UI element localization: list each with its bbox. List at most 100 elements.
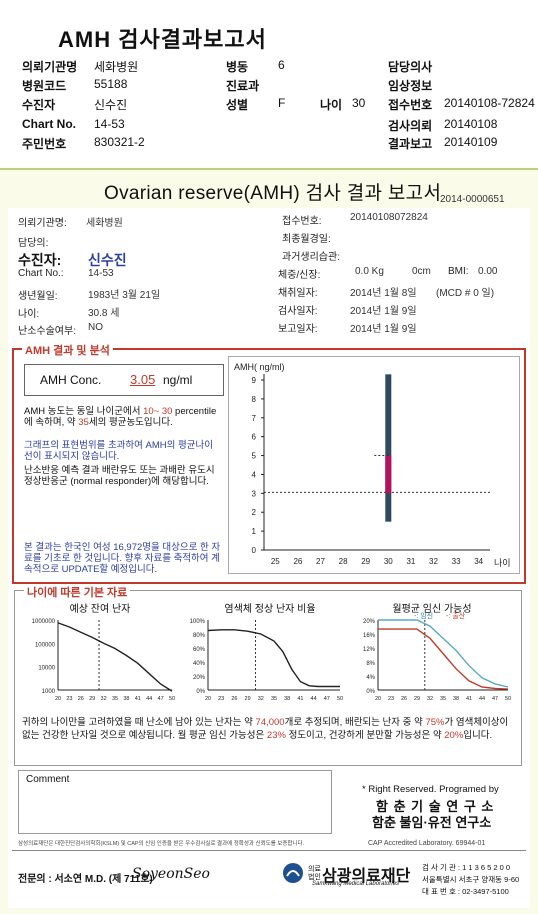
ref-chart-3-y-tick-label: 12% (363, 647, 376, 653)
amh-chart-x-tick-label: 33 (452, 557, 461, 566)
amh-chart-y-tick-label: 2 (252, 508, 257, 517)
footer-divider (12, 850, 526, 851)
header-label: 의뢰기관명 (22, 60, 78, 74)
amh-chart-y-tick-label: 4 (252, 470, 257, 479)
ref-chart-1-x-tick-label: 20 (55, 696, 61, 702)
header-label: 수진자 (22, 98, 56, 112)
chart2-title: 염색체 정상 난자 비율 (224, 604, 316, 615)
amh-chart-ylabel: AMH( ng/ml) (234, 362, 285, 372)
report-title: Ovarian reserve(AMH) 검사 결과 보고서 (104, 183, 442, 204)
header-value: 20140108 (444, 117, 498, 131)
amh-chart-range-bar (385, 374, 392, 522)
collect-value: 2014년 1월 8일 (350, 288, 417, 299)
amh-chart-y-tick-label: 7 (252, 414, 257, 423)
recv-label: 접수번호: (282, 216, 322, 227)
chart3-title: 월평균 임신 가능성 (392, 604, 472, 615)
comment-box (18, 770, 332, 834)
header-label: 주민번호 (22, 137, 67, 151)
birth-value: 1983년 3월 21일 (88, 290, 161, 301)
amh-conc-unit: ng/ml (163, 373, 193, 387)
test-label: 검사일자: (278, 306, 318, 317)
birth-label: 생년월일: (18, 291, 58, 302)
ref-chart-3-x-tick-label: 26 (401, 696, 407, 702)
reference-section-label: 나이에 따른 기본 자료 (24, 584, 131, 600)
chart3-legend-pregnancy: -: 임신 (414, 612, 433, 620)
chart-value: 14-53 (88, 268, 114, 279)
age-label: 나이 (320, 98, 343, 112)
ref-chart-1-x-tick-label: 38 (123, 696, 129, 702)
ref-chart-2-x-tick-label: 38 (284, 696, 290, 702)
amh-conc-box (24, 364, 224, 396)
report-date-value: 2014년 1월 9일 (350, 324, 417, 335)
amh-chart-x-tick-label: 26 (293, 557, 302, 566)
ref-chart-2-x-tick-label: 50 (337, 696, 343, 702)
ref-chart-2-x-tick-label: 32 (258, 696, 264, 702)
amh-chart-frame (228, 356, 520, 574)
report-date-label: 보고일자: (278, 324, 318, 335)
past-label: 과거생리습관: (282, 252, 340, 263)
collect-label: 채취일자: (278, 288, 318, 299)
header-label: 임상정보 (388, 79, 433, 93)
test-value: 2014년 1월 9일 (350, 306, 417, 317)
surgery-label: 난소수술여부: (18, 326, 76, 337)
header-label: 병원코드 (22, 79, 67, 93)
ref-chart-2-series-line (207, 629, 340, 688)
amh-chart-x-tick-label: 32 (429, 557, 438, 566)
ref-chart-3-series-line (378, 628, 509, 690)
header-value: 20140109 (444, 135, 498, 149)
ref-chart-2-x-tick-label: 20 (205, 696, 211, 702)
ref-chart-1-y-tick-label: 1000 (42, 689, 56, 695)
ref-chart-3-x-tick-label: 38 (453, 696, 459, 702)
rights-text: * Right Reserved. Programed by (362, 784, 499, 795)
ref-chart-3-y-tick-label: 4% (366, 675, 375, 681)
ref-chart-2-x-tick-label: 35 (271, 696, 277, 702)
ref-chart-1-x-tick-label: 35 (112, 696, 118, 702)
ref-chart-2-x-tick-label: 41 (297, 696, 303, 702)
amh-chart-xlabel: 나이 (494, 558, 511, 568)
header-label: 결과보고 (388, 137, 433, 151)
header-label: 담당의사 (388, 60, 433, 74)
amh-chart-x-tick-label: 31 (406, 557, 415, 566)
org-name-2: 함춘 불임·유전 연구소 (372, 815, 492, 830)
header-value: F (278, 96, 286, 110)
contact-2: 서울특별시 서초구 양재동 9-60 (422, 875, 520, 884)
header-label: 접수번호 (388, 98, 433, 112)
ref-chart-3-x-tick-label: 35 (440, 696, 446, 702)
amh-chart-x-tick-label: 30 (384, 557, 393, 566)
patient-label: 수진자: (18, 252, 62, 268)
chart-label: Chart No.: (18, 268, 64, 279)
header-title: AMH 검사결과보고서 (58, 27, 267, 52)
age-value-2: 30.8 세 (88, 308, 120, 319)
amh-chart-x-tick-label: 25 (271, 557, 280, 566)
ref-chart-2-x-tick-label: 23 (218, 696, 224, 702)
header-value: 신수진 (94, 98, 128, 112)
ref-chart-1-y-tick-label: 1000000 (32, 619, 56, 625)
amh-chart-y-tick-label: 0 (252, 546, 257, 555)
header-value: 세화병원 (94, 60, 139, 74)
contact-1: 검 사 기 관 : 1 1 3 6 5 2 0 0 (422, 863, 511, 872)
amh-chart-x-tick-label: 28 (339, 557, 348, 566)
samkwang-logo-icon (283, 863, 303, 883)
amh-chart-x-tick-label: 34 (474, 557, 483, 566)
chart-pregnancy: 20% 16% 12% 8% 4% 0%20 23 26 29 32 35 38 41 44 47 50 -: … (363, 612, 511, 702)
ref-chart-1-y-tick-label: 10000 (38, 666, 55, 672)
chart1-title: 예상 잔여 난자 (69, 604, 131, 615)
weight-value: 0.0 Kg (355, 266, 384, 277)
ref-chart-2-y-tick-label: 0% (196, 689, 205, 695)
ref-chart-3-y-tick-label: 20% (363, 619, 376, 625)
amh-chart-y-tick-label: 6 (252, 433, 257, 442)
foundation-small: 의료 법인 (308, 866, 321, 881)
header-value: 14-53 (94, 117, 125, 131)
amh-conc-label: AMH Conc. (40, 373, 102, 387)
chart3-legend-birth: -: 출산 (446, 612, 466, 620)
amh-paragraph-4: 본 결과는 한국인 여성 16,972명을 대상으로 한 자료를 기초로 한 것… (24, 542, 221, 575)
ref-chart-3-x-tick-label: 20 (375, 696, 381, 702)
amh-chart-y-tick-label: 5 (252, 452, 257, 461)
header-label: Chart No. (22, 117, 76, 131)
amh-paragraph-3: 난소반응 예측 결과 배란유도 또는 과배란 유도시 정상반응군 (normal… (24, 465, 215, 487)
header-label: 병동 (226, 60, 249, 74)
ref-chart-2-y-tick-label: 80% (193, 633, 206, 639)
amh-chart-y-tick-label: 3 (252, 489, 257, 498)
weight-label: 체중/신장: (278, 270, 321, 281)
ref-chart-1-x-tick-label: 32 (101, 696, 107, 702)
